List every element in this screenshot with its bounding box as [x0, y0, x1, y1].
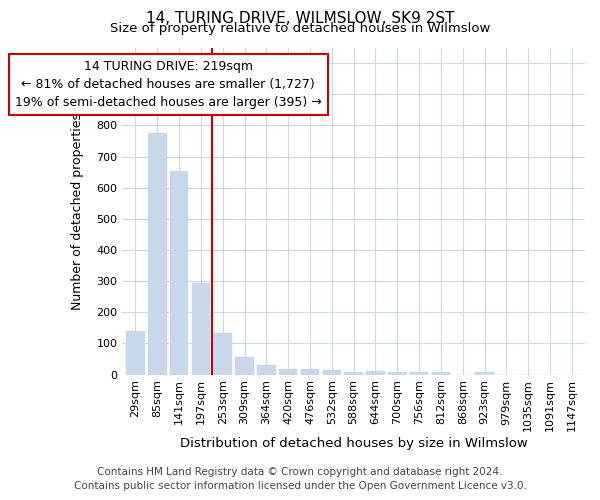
Bar	[279, 369, 298, 374]
Bar	[148, 133, 167, 374]
Bar	[431, 372, 450, 374]
X-axis label: Distribution of detached houses by size in Wilmslow: Distribution of detached houses by size …	[180, 437, 527, 450]
Bar	[344, 372, 363, 374]
Y-axis label: Number of detached properties: Number of detached properties	[71, 112, 84, 310]
Bar	[323, 370, 341, 374]
Bar	[366, 372, 385, 374]
Bar	[191, 282, 210, 374]
Text: 14 TURING DRIVE: 219sqm
← 81% of detached houses are smaller (1,727)
19% of semi: 14 TURING DRIVE: 219sqm ← 81% of detache…	[15, 60, 322, 109]
Bar	[257, 365, 275, 374]
Bar	[388, 372, 407, 374]
Bar	[475, 372, 494, 374]
Bar	[126, 331, 145, 374]
Bar	[301, 370, 319, 374]
Text: Size of property relative to detached houses in Wilmslow: Size of property relative to detached ho…	[110, 22, 490, 35]
Text: 14, TURING DRIVE, WILMSLOW, SK9 2ST: 14, TURING DRIVE, WILMSLOW, SK9 2ST	[146, 11, 454, 26]
Bar	[235, 357, 254, 374]
Bar	[410, 372, 428, 374]
Bar	[170, 170, 188, 374]
Bar	[214, 332, 232, 374]
Text: Contains HM Land Registry data © Crown copyright and database right 2024.
Contai: Contains HM Land Registry data © Crown c…	[74, 467, 526, 491]
